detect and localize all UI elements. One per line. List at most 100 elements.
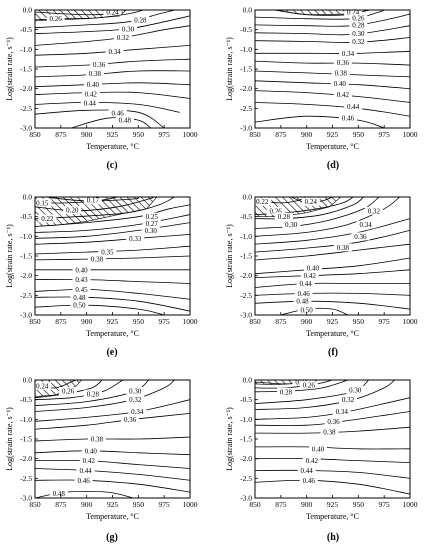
contour-line bbox=[255, 479, 410, 495]
contour-label: 0.24 bbox=[36, 382, 49, 390]
x-tick-label: 950 bbox=[353, 130, 365, 139]
contour-line bbox=[255, 380, 349, 393]
contour-label-bg bbox=[324, 417, 343, 426]
contour-panel: 0.15 0.17 0.20 0.22 0.250.270.300.33 0.350.38… bbox=[5, 193, 198, 359]
contour-label: 0.38 bbox=[337, 244, 350, 252]
y-tick-label: -2.5 bbox=[240, 291, 252, 300]
contour-label: 0.34 bbox=[342, 50, 355, 58]
x-axis-title: Temperature, °C bbox=[306, 512, 359, 521]
x-tick-label: 950 bbox=[353, 317, 365, 326]
contour-label-bg bbox=[364, 206, 383, 215]
x-tick-label: 850 bbox=[249, 500, 261, 509]
contour-label: 0.48 bbox=[53, 490, 66, 498]
y-tick-label: -1.0 bbox=[20, 45, 32, 54]
y-tick-label: -3.0 bbox=[240, 311, 252, 320]
x-tick-label: 850 bbox=[249, 317, 261, 326]
contour-label-bg bbox=[349, 37, 368, 46]
y-tick-label: -1.5 bbox=[240, 65, 252, 74]
contour-label: 0.38 bbox=[335, 69, 348, 77]
contour-line bbox=[255, 115, 385, 128]
contour-label: 0.38 bbox=[91, 436, 104, 444]
contour-label: 0.40 bbox=[307, 264, 320, 272]
contour-label: 0.22 bbox=[41, 215, 54, 223]
y-tick-label: 0.0 bbox=[23, 6, 33, 15]
contour-label-bg bbox=[88, 435, 106, 443]
x-tick-label: 925 bbox=[107, 317, 119, 326]
contour-label-bg bbox=[108, 109, 127, 118]
contour-label: 0.46 bbox=[77, 477, 90, 485]
contour-label-bg bbox=[346, 385, 365, 394]
plot-area: 0.240.260.280.300.32 0.340.36 0.38 0.40 0.42… bbox=[255, 8, 410, 128]
contour-line bbox=[35, 234, 190, 245]
y-tick-label: -3.0 bbox=[240, 494, 252, 503]
contour-label-bg bbox=[302, 456, 321, 465]
contour-label: 0.50 bbox=[73, 302, 86, 310]
contour-label-bg bbox=[309, 444, 328, 453]
x-tick-label: 1000 bbox=[183, 317, 198, 326]
x-tick-label: 975 bbox=[379, 500, 391, 509]
contour-label: 0.24 bbox=[347, 8, 360, 16]
contour-label-bg bbox=[76, 466, 95, 475]
contour-label-bg bbox=[113, 33, 132, 42]
x-tick-label: 950 bbox=[133, 130, 145, 139]
x-tick-label: 900 bbox=[301, 130, 313, 139]
contour-label-bg bbox=[339, 49, 357, 58]
x-tick-label: 875 bbox=[275, 317, 287, 326]
contour-label-bg bbox=[72, 265, 91, 274]
contour-line bbox=[255, 300, 410, 310]
contour-label: 0.36 bbox=[337, 59, 350, 67]
contour-label: 0.26 bbox=[352, 14, 365, 22]
contour-line bbox=[35, 304, 165, 315]
contour-label-bg bbox=[72, 285, 91, 294]
contour-label: 0.28 bbox=[134, 16, 147, 24]
y-axis-title: Log(strain rate, s⁻¹) bbox=[5, 224, 14, 288]
contour-label-bg bbox=[356, 220, 375, 229]
y-axis-title: Log(strain rate, s⁻¹) bbox=[5, 407, 14, 471]
contour-label-bg bbox=[90, 60, 109, 69]
y-tick-label: -2.0 bbox=[240, 271, 252, 280]
contour-line bbox=[255, 446, 410, 450]
contour-label: 0.32 bbox=[129, 396, 142, 404]
contour-label-bg bbox=[141, 226, 160, 235]
y-tick-label: -1.0 bbox=[20, 415, 32, 424]
y-axis-title: Log(strain rate, s⁻¹) bbox=[5, 37, 14, 101]
contour-label: 0.42 bbox=[304, 272, 317, 280]
contour-label: 0.42 bbox=[337, 91, 350, 99]
contour-line bbox=[35, 91, 190, 99]
contour-line bbox=[35, 214, 190, 233]
contour-label: 0.28 bbox=[280, 388, 293, 396]
contour-label-bg bbox=[349, 29, 368, 38]
contour-label: 0.26 bbox=[62, 388, 75, 396]
x-axis-title: Temperature, °C bbox=[306, 329, 359, 338]
contour-label: 0.34 bbox=[108, 48, 121, 56]
contour-label-bg bbox=[85, 69, 104, 78]
contour-line bbox=[35, 70, 190, 78]
contour-label-bg bbox=[277, 387, 295, 396]
contour-label: 0.38 bbox=[89, 70, 102, 78]
contour-label-bg bbox=[282, 220, 301, 229]
x-tick-label: 1000 bbox=[403, 130, 418, 139]
contour-line bbox=[35, 296, 190, 312]
contour-label-bg bbox=[294, 289, 313, 298]
contour-line bbox=[255, 292, 410, 296]
x-tick-label: 925 bbox=[327, 130, 339, 139]
contour-label-bg bbox=[297, 466, 316, 475]
contour-line bbox=[35, 413, 190, 430]
contour-label: 0.22 bbox=[256, 198, 269, 206]
x-tick-label: 1000 bbox=[403, 317, 418, 326]
contour-label: 0.46 bbox=[297, 290, 310, 298]
contour-label: 0.27 bbox=[146, 220, 159, 228]
contour-line bbox=[255, 397, 410, 420]
contour-label-bg bbox=[88, 255, 106, 264]
plot-area: 0.22 0.24 0.260.280.30 0.32 0.34 0.36 0.38 0.40… bbox=[255, 197, 410, 315]
contour-label: 0.48 bbox=[296, 298, 309, 306]
contour-line bbox=[35, 380, 103, 399]
y-tick-label: -2.0 bbox=[20, 84, 32, 93]
y-tick-label: -0.5 bbox=[20, 212, 32, 221]
contour-label-bg bbox=[320, 427, 339, 436]
x-tick-label: 975 bbox=[379, 317, 391, 326]
contour-label: 0.36 bbox=[124, 416, 137, 424]
contour-label-bg bbox=[351, 232, 370, 241]
contour-label-bg bbox=[131, 15, 150, 24]
plot-area: 0.15 0.17 0.20 0.22 0.250.270.300.33 0.350.38… bbox=[35, 197, 190, 315]
